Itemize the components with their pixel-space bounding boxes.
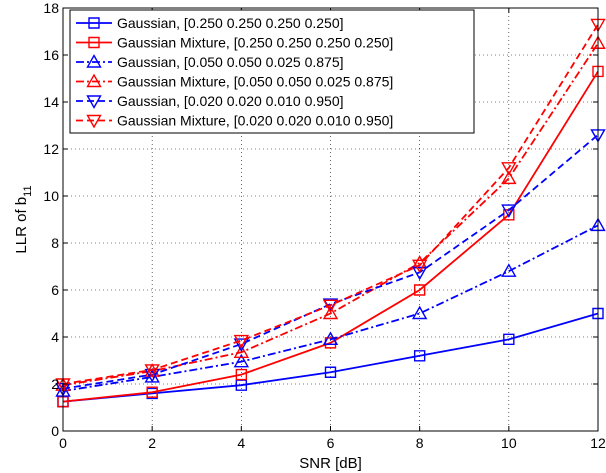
legend-item: Gaussian, [0.020 0.020 0.010 0.950] [76, 93, 344, 109]
x-tick-label: 6 [327, 435, 335, 451]
series-line [62, 134, 599, 390]
triangle-up-marker [501, 170, 517, 185]
x-tick-label: 2 [148, 435, 156, 451]
series-line [62, 70, 599, 403]
series-layer [55, 18, 606, 408]
triangle-down-marker [501, 162, 517, 176]
triangle-up-marker [233, 353, 250, 368]
legend-label: Gaussian Mixture, [0.020 0.020 0.010 0.9… [117, 113, 393, 129]
triangle-up-marker [86, 54, 102, 68]
square-marker [324, 366, 337, 378]
y-axis-label-subscript: 11 [22, 185, 34, 196]
legend-item: Gaussian, [0.050 0.050 0.025 0.875] [76, 54, 344, 70]
triangle-down-marker [86, 114, 102, 129]
square-marker [503, 333, 515, 346]
triangle-down-marker [233, 338, 250, 352]
y-tick-label: 10 [43, 188, 59, 204]
legend-label: Gaussian, [0.250 0.250 0.250 0.250] [117, 15, 344, 31]
square-marker [413, 350, 426, 362]
y-tick-label: 12 [43, 141, 59, 157]
triangle-down-marker [233, 334, 250, 349]
x-axis-label: SNR [dB] [299, 455, 362, 472]
legend-label: Gaussian, [0.050 0.050 0.025 0.875] [117, 54, 344, 70]
triangle-up-marker [322, 331, 339, 346]
series-6 [55, 18, 606, 392]
legend-item: Gaussian Mixture, [0.250 0.250 0.250 0.2… [76, 35, 393, 51]
triangle-down-marker [411, 259, 428, 274]
y-tick-label: 6 [51, 282, 59, 298]
series-2 [57, 65, 604, 408]
triangle-down-marker [411, 266, 428, 281]
y-axis-label: LLR of b11 [13, 185, 34, 253]
y-tick-label: 14 [43, 94, 59, 110]
square-marker [413, 284, 426, 296]
triangle-up-marker [411, 305, 428, 320]
y-tick-label: 16 [43, 47, 59, 63]
square-marker [592, 307, 604, 320]
square-marker [146, 386, 158, 398]
triangle-down-marker [144, 364, 160, 378]
triangle-down-marker [501, 204, 517, 219]
triangle-up-marker [86, 73, 102, 88]
series-1 [57, 307, 604, 408]
x-tick-label: 8 [416, 435, 424, 451]
series-line [62, 23, 599, 385]
series-5 [55, 129, 606, 397]
legend-item: Gaussian Mixture, [0.050 0.050 0.025 0.8… [76, 74, 393, 90]
series-line [62, 224, 599, 392]
square-marker [592, 65, 604, 78]
triangle-up-marker [322, 305, 339, 320]
y-tick-label: 4 [51, 329, 59, 345]
y-axis-label-main: LLR of b [13, 197, 30, 254]
triangle-up-marker [233, 344, 250, 358]
y-tick-label: 18 [43, 0, 59, 16]
x-tick-label: 12 [590, 435, 606, 451]
x-tick-label: 0 [59, 435, 67, 451]
x-tick-label: 4 [237, 435, 245, 451]
legend-item: Gaussian Mixture, [0.020 0.020 0.010 0.9… [76, 113, 393, 129]
axis-ticks: 0 2 4 6 8 10 12 0 2 4 6 8 10 12 14 16 18 [43, 0, 606, 451]
x-tick-label: 10 [501, 435, 517, 451]
legend: Gaussian, [0.250 0.250 0.250 0.250] Gauss… [69, 9, 475, 134]
triangle-up-marker [501, 263, 517, 277]
legend-item: Gaussian, [0.250 0.250 0.250 0.250] [76, 15, 344, 31]
triangle-down-marker [322, 299, 339, 314]
y-tick-label: 0 [51, 423, 59, 439]
square-marker [88, 36, 100, 49]
triangle-down-marker [86, 95, 102, 109]
square-marker [235, 368, 248, 381]
series-line [62, 312, 599, 403]
square-marker [88, 17, 100, 29]
series-line [62, 42, 599, 387]
legend-box [69, 9, 475, 134]
y-tick-label: 2 [51, 376, 59, 392]
legend-label: Gaussian Mixture, [0.250 0.250 0.250 0.2… [117, 35, 393, 51]
y-tick-label: 8 [51, 235, 59, 251]
legend-label: Gaussian Mixture, [0.050 0.050 0.025 0.8… [117, 74, 393, 90]
legend-label: Gaussian, [0.020 0.020 0.010 0.950] [117, 93, 344, 109]
